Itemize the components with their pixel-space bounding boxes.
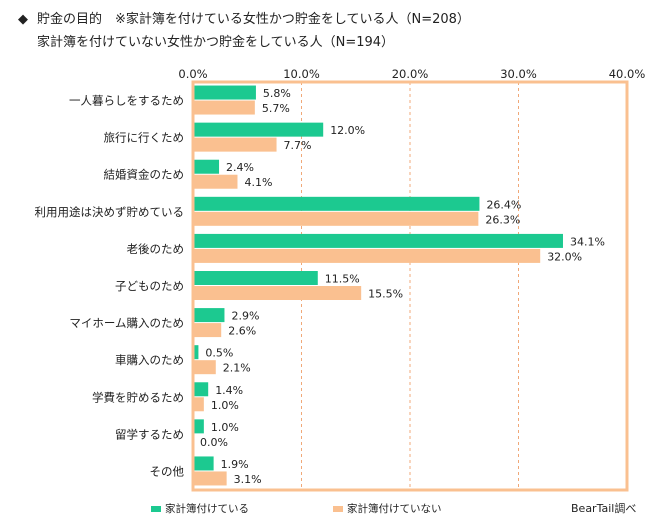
bar-series-1 — [193, 308, 225, 323]
data-label-series-1: 2.4% — [226, 161, 254, 174]
data-label-series-2: 26.3% — [485, 213, 520, 226]
data-label-series-2: 7.7% — [284, 139, 312, 152]
data-label-series-1: 5.8% — [263, 87, 291, 100]
category-label: 留学するため — [115, 427, 184, 441]
data-label-series-1: 34.1% — [570, 235, 605, 248]
bar-series-2 — [193, 174, 238, 189]
data-label-series-2: 15.5% — [368, 288, 403, 301]
chart-heading: ◆ 貯金の目的 ※家計簿を付けている女性かつ貯金をしている人（N=208） 家計簿… — [18, 8, 470, 54]
data-label-series-2: 4.1% — [244, 176, 272, 189]
plot-frame — [191, 80, 629, 492]
bar-series-1 — [193, 345, 199, 360]
category-label: その他 — [150, 464, 185, 478]
data-label-series-1: 11.5% — [325, 273, 360, 286]
data-label-series-1: 0.5% — [205, 347, 233, 360]
diamond-bullet-icon: ◆ — [18, 12, 28, 27]
data-label-series-2: 1.0% — [211, 399, 239, 412]
legend-item-series-1: 家計簿付けている — [151, 501, 249, 516]
x-tick-label: 30.0% — [500, 67, 537, 81]
bar-series-2 — [193, 248, 541, 263]
bar-series-2 — [193, 211, 479, 226]
bar-series-1 — [193, 85, 256, 100]
legend-swatch-series-2 — [333, 505, 343, 512]
data-label-series-2: 2.6% — [228, 325, 256, 338]
x-tick-label: 0.0% — [178, 67, 207, 81]
category-label: 旅行に行くため — [104, 131, 185, 145]
bar-series-2 — [193, 137, 277, 152]
data-label-series-1: 1.0% — [211, 421, 239, 434]
category-label: 利用用途は決めず貯めている — [35, 205, 185, 219]
category-label: 車購入のため — [115, 353, 184, 367]
x-tick-label: 40.0% — [609, 67, 646, 81]
bar-series-1 — [193, 122, 324, 137]
data-label-series-1: 1.4% — [215, 384, 243, 397]
bar-series-1 — [193, 456, 214, 471]
heading-line-2: 家計簿を付けていない女性かつ貯金をしている人（N=194） — [37, 35, 395, 50]
data-label-series-1: 2.9% — [231, 310, 259, 323]
bar-series-2 — [193, 471, 227, 486]
source-note: BearTail調べ — [571, 502, 637, 515]
legend-swatch-series-1 — [151, 505, 161, 512]
category-label: 一人暮らしをするため — [69, 94, 184, 108]
data-label-series-2: 2.1% — [223, 362, 251, 375]
data-label-series-2: 32.0% — [547, 250, 582, 263]
x-tick-label: 20.0% — [392, 67, 429, 81]
legend-label-series-2: 家計簿付けていない — [347, 503, 442, 515]
bar-series-1 — [193, 382, 209, 397]
data-label-series-1: 12.0% — [330, 124, 365, 137]
data-label-series-1: 26.4% — [486, 198, 521, 211]
bar-series-1 — [193, 233, 563, 248]
category-label: 結婚資金のため — [104, 168, 185, 182]
bar-series-1 — [193, 159, 220, 174]
bar-series-2 — [193, 397, 204, 412]
bar-series-1 — [193, 196, 480, 211]
bar-series-2 — [193, 360, 216, 375]
heading-line-1: 貯金の目的 ※家計簿を付けている女性かつ貯金をしている人（N=208） — [37, 12, 470, 27]
category-label: 学費を貯めるため — [92, 390, 184, 404]
category-label: 子どものため — [115, 279, 184, 293]
data-label-series-2: 0.0% — [200, 436, 228, 449]
category-label: 老後のため — [127, 242, 185, 256]
bar-series-2 — [193, 286, 362, 300]
x-tick-label: 10.0% — [283, 67, 320, 81]
bar-series-1 — [193, 271, 318, 285]
legend-item-series-2: 家計簿付けていない — [333, 501, 442, 516]
bar-series-2 — [193, 323, 222, 338]
data-label-series-1: 1.9% — [221, 458, 249, 471]
bar-series-1 — [193, 419, 204, 434]
data-label-series-2: 5.7% — [262, 102, 290, 115]
category-label: マイホーム購入のため — [69, 316, 184, 330]
bar-series-2 — [193, 100, 255, 115]
data-label-series-2: 3.1% — [234, 473, 262, 486]
legend-label-series-1: 家計簿付けている — [165, 503, 249, 515]
